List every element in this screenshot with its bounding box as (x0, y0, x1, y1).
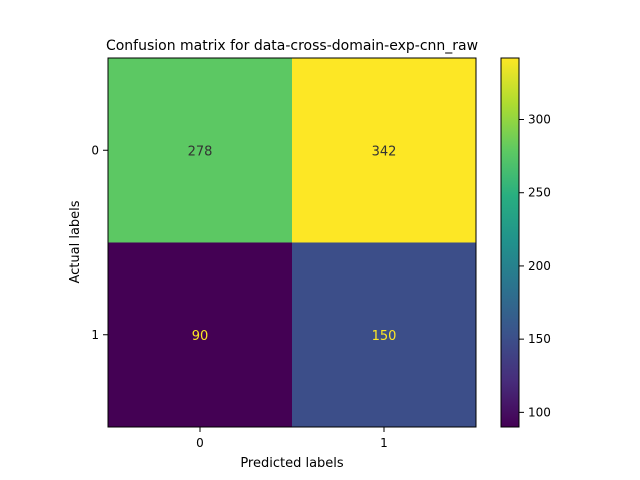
matrix-frame (107, 57, 477, 428)
matrix-cell (292, 242, 476, 427)
colorbar-tick-label: 250 (528, 186, 551, 200)
colorbar (500, 57, 520, 428)
y-axis-ticks: 01 (91, 143, 108, 342)
y-tick-label: 0 (91, 143, 99, 157)
x-tick-label: 1 (380, 436, 388, 450)
matrix-cell (292, 58, 476, 243)
matrix-cell (108, 242, 292, 427)
y-tick-label: 1 (91, 328, 99, 342)
chart-title: Confusion matrix for data-cross-domain-e… (106, 38, 478, 54)
matrix-cells: 278 342 90 150 (108, 58, 476, 427)
colorbar-tick-label: 300 (528, 113, 551, 127)
y-axis-label: Actual labels (68, 200, 83, 283)
colorbar-tick-label: 200 (528, 259, 551, 273)
cell-value-label: 278 (188, 144, 213, 159)
x-axis-label: Predicted labels (240, 456, 344, 471)
matrix-cell (108, 58, 292, 243)
x-tick-label: 0 (196, 436, 204, 450)
colorbar-ticks: 100 150 200 250 300 (519, 113, 551, 419)
cell-value-label: 342 (372, 144, 397, 159)
colorbar-tick-label: 150 (528, 332, 551, 346)
cell-value-label: 150 (372, 329, 397, 344)
cell-value-label: 90 (192, 329, 209, 344)
colorbar-tick-label: 100 (528, 405, 551, 419)
